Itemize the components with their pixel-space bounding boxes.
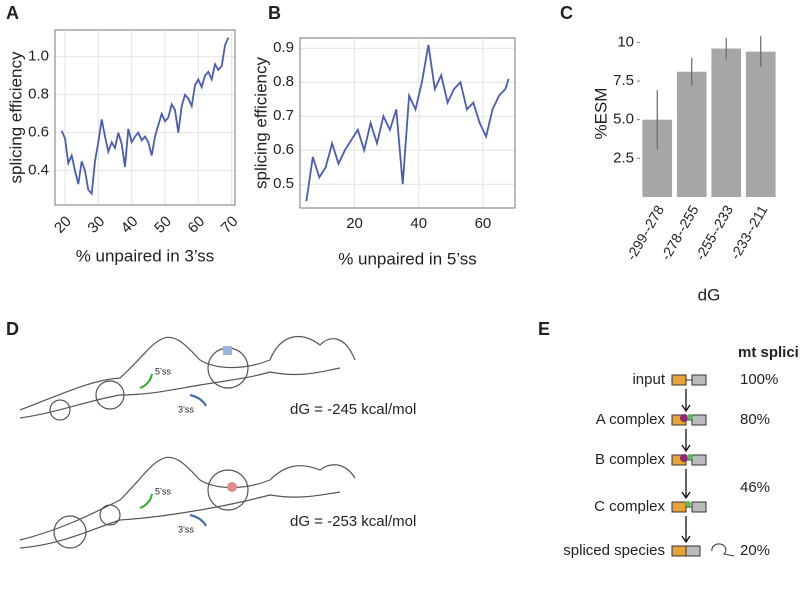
y-tick-label: 0.6 bbox=[273, 141, 294, 158]
step-label: input bbox=[632, 371, 665, 388]
step-label: C complex bbox=[594, 498, 665, 515]
x-tick-label: 70 bbox=[218, 213, 242, 237]
plot-frame bbox=[299, 37, 516, 209]
step-label: A complex bbox=[596, 411, 666, 428]
x-axis-label: % unpaired in 3’ss bbox=[76, 246, 215, 265]
y-tick-label: 7.5 bbox=[613, 72, 634, 89]
three-ss-label: 3’ss bbox=[178, 524, 194, 534]
arrow bbox=[681, 389, 691, 413]
lariat bbox=[711, 543, 735, 557]
x-tick-label: 40 bbox=[410, 215, 427, 232]
dg-label: dG = -253 kcal/mol bbox=[290, 513, 416, 530]
y-axis-label: %ESM bbox=[591, 88, 610, 140]
panel-label: A bbox=[6, 3, 19, 23]
line bbox=[305, 44, 510, 202]
exon bbox=[691, 414, 707, 426]
x-tick-label: 50 bbox=[151, 213, 175, 237]
y-tick-label: 10 bbox=[617, 33, 634, 50]
x-axis-label: % unpaired in 5’ss bbox=[338, 249, 477, 268]
y-tick-label: 1.0 bbox=[28, 48, 49, 65]
percent: 20% bbox=[740, 542, 770, 559]
panel-label: E bbox=[538, 319, 550, 339]
panel-label: D bbox=[6, 319, 19, 339]
x-tick-label: 20 bbox=[346, 215, 363, 232]
ss-arc bbox=[139, 493, 153, 509]
y-tick-label: 2.5 bbox=[613, 149, 634, 166]
exon bbox=[685, 545, 701, 557]
y-tick-label: 0.8 bbox=[28, 86, 49, 103]
exon bbox=[671, 501, 687, 513]
exon bbox=[671, 545, 687, 557]
x-axis-label: dG bbox=[698, 285, 721, 304]
y-tick-label: 0.5 bbox=[273, 175, 294, 192]
snrnp bbox=[687, 414, 693, 420]
exon bbox=[691, 454, 707, 466]
bar bbox=[711, 48, 742, 197]
exon bbox=[671, 374, 687, 386]
bar bbox=[745, 51, 776, 197]
line bbox=[60, 37, 230, 196]
three-ss-label: 3’ss bbox=[178, 404, 194, 414]
y-tick-label: 0.4 bbox=[28, 162, 49, 179]
snrnp bbox=[680, 414, 688, 422]
x-tick-label: 40 bbox=[118, 213, 142, 237]
y-axis-label: splicing efficiency bbox=[6, 51, 25, 183]
y-tick-label: 0.7 bbox=[273, 107, 294, 124]
x-tick-label: 20 bbox=[51, 213, 75, 237]
step-label: B complex bbox=[595, 451, 666, 468]
y-tick-label: 0.9 bbox=[273, 39, 294, 56]
percent: 46% bbox=[740, 479, 770, 496]
percent: 80% bbox=[740, 411, 770, 428]
ss-arc bbox=[139, 373, 153, 389]
snrnp bbox=[685, 501, 691, 507]
rna-structure bbox=[19, 336, 356, 549]
step-label: spliced species bbox=[563, 542, 665, 559]
arrow bbox=[681, 429, 691, 453]
ss-arc bbox=[189, 514, 207, 527]
plot-frame bbox=[54, 29, 236, 206]
exon bbox=[691, 374, 707, 386]
five-ss-label: 5’ss bbox=[155, 366, 171, 376]
percent: 100% bbox=[740, 371, 778, 388]
panel-label: C bbox=[560, 3, 573, 23]
y-tick-label: 0.8 bbox=[273, 73, 294, 90]
ss-arc bbox=[189, 394, 207, 407]
y-tick-label: 5.0 bbox=[613, 111, 634, 128]
snrnp bbox=[687, 454, 693, 460]
highlight bbox=[223, 346, 232, 355]
dg-label: dG = -245 kcal/mol bbox=[290, 401, 416, 418]
bar bbox=[676, 71, 707, 197]
x-tick-label: 30 bbox=[84, 213, 108, 237]
y-axis-label: splicing efficiency bbox=[251, 57, 270, 189]
highlight bbox=[227, 482, 237, 492]
panel-label: B bbox=[268, 3, 281, 23]
five-ss-label: 5’ss bbox=[155, 486, 171, 496]
column-header: mt splicing bbox=[738, 344, 800, 361]
pathway: input A complex B complex C complex spliced … bbox=[563, 371, 735, 559]
snrnp bbox=[680, 454, 688, 462]
arrow bbox=[681, 516, 691, 544]
y-tick-label: 0.6 bbox=[28, 124, 49, 141]
exon bbox=[691, 501, 707, 513]
x-tick-label: 60 bbox=[475, 215, 492, 232]
arrow bbox=[681, 469, 691, 500]
x-tick-label: 60 bbox=[184, 213, 208, 237]
